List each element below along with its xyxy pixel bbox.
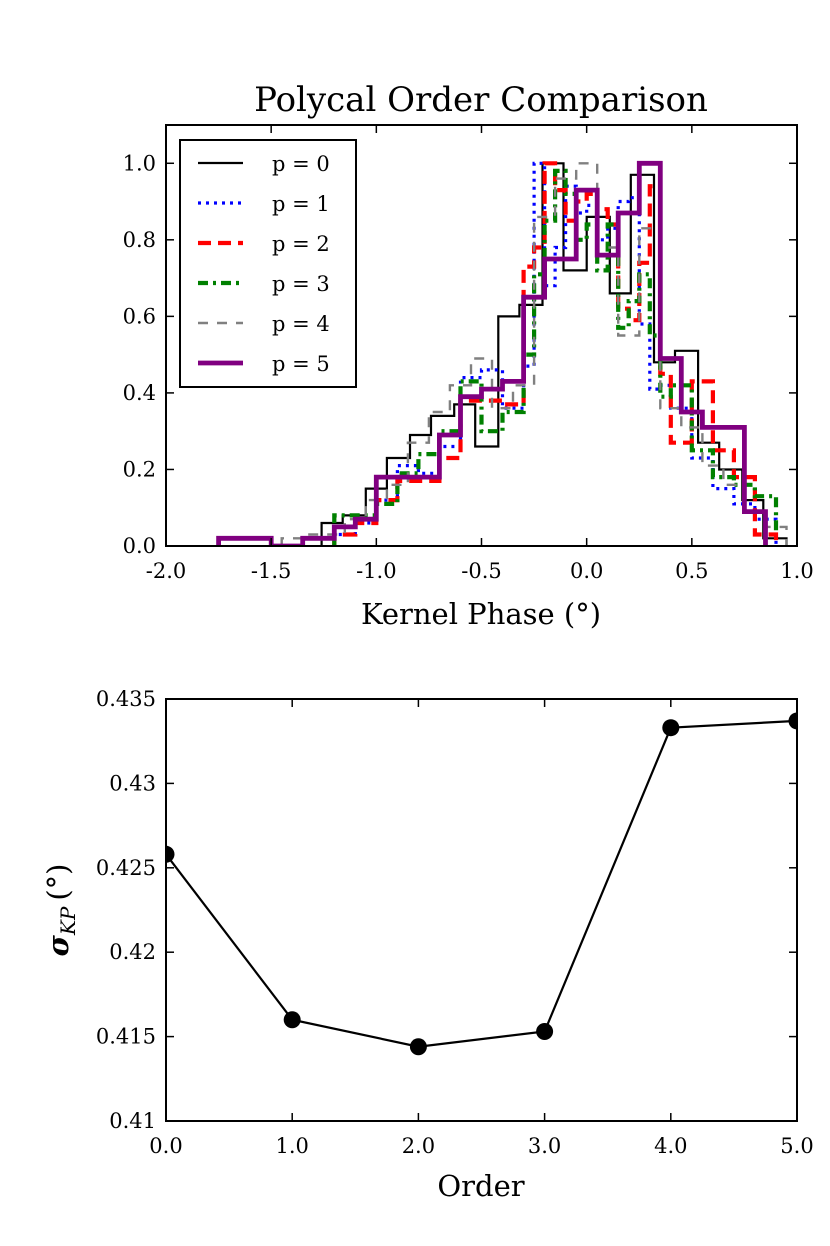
line-series-0	[166, 719, 797, 1048]
data-point	[788, 712, 797, 730]
bottom-x-tick-label: 0.0	[149, 1134, 182, 1158]
top-x-tick-label: -0.5	[461, 559, 502, 583]
bottom-y-tick-label: 0.43	[109, 771, 156, 795]
top-x-axis-label: Kernel Phase (°)	[361, 597, 601, 631]
data-point	[166, 845, 175, 863]
top-y-tick-label: 0.0	[123, 534, 156, 558]
top-y-tick-label: 0.2	[123, 457, 156, 481]
data-point	[662, 719, 680, 737]
top-x-tick-label: -1.5	[251, 559, 292, 583]
bottom-y-axis-label: σKP(°)	[41, 864, 80, 957]
bottom-axes-frame	[165, 698, 798, 1122]
legend: p = 0 p = 1 p = 2 p = 3 p = 4 p = 5	[179, 139, 357, 388]
bottom-y-tick-label: 0.415	[96, 1025, 156, 1049]
top-x-tick-label: -1.0	[356, 559, 397, 583]
bottom-x-axis-label: Order	[437, 1169, 524, 1203]
top-y-tick-label: 1.0	[123, 151, 156, 175]
legend-label: p = 4	[272, 312, 330, 336]
top-axis-ticks: -2.0 -1.5 -1.0 -0.5 0.0 0.5 1.0 0.0 0.2 0.4 0.6 0.8…	[123, 125, 814, 583]
top-x-tick-label: 1.0	[780, 559, 813, 583]
line-series-group	[166, 712, 797, 1056]
top-axes-frame	[165, 124, 798, 547]
legend-box	[179, 139, 357, 388]
legend-label: p = 5	[272, 352, 330, 376]
bottom-y-tick-label: 0.435	[96, 687, 156, 711]
histogram-series-group	[216, 160, 788, 546]
histogram-series-2	[332, 161, 779, 546]
bottom-x-tick-label: 2.0	[402, 1134, 435, 1158]
data-point	[409, 1038, 427, 1056]
legend-label: p = 0	[272, 152, 330, 176]
top-y-tick-label: 0.8	[123, 228, 156, 252]
bottom-axis-ticks: 0.0 1.0 2.0 3.0 4.0 5.0 0.41 0.415 0.42 0.425 0.43…	[96, 687, 814, 1158]
bottom-y-tick-label: 0.425	[96, 856, 156, 880]
histogram-series-3	[332, 168, 779, 546]
data-point	[283, 1011, 301, 1029]
bottom-x-tick-label: 4.0	[654, 1134, 687, 1158]
histogram-series-5	[216, 160, 768, 546]
top-y-tick-label: 0.6	[123, 304, 156, 328]
bottom-y-tick-label: 0.41	[109, 1109, 156, 1133]
bottom-x-tick-label: 1.0	[275, 1134, 308, 1158]
legend-label: p = 2	[272, 232, 330, 256]
legend-label: p = 1	[272, 192, 330, 216]
bottom-x-tick-label: 5.0	[780, 1134, 813, 1158]
legend-label: p = 3	[272, 272, 330, 296]
line-panel: 0.0 1.0 2.0 3.0 4.0 5.0 0.41 0.415 0.42 0.425 0.43…	[41, 687, 814, 1203]
top-x-tick-label: -2.0	[146, 559, 187, 583]
data-point	[536, 1023, 554, 1041]
bottom-y-tick-label: 0.42	[109, 940, 156, 964]
histogram-panel: Polycal Order Comparison -2.0 -1.5 -1.0 -0.…	[123, 80, 814, 631]
top-x-tick-label: 0.5	[675, 559, 708, 583]
bottom-x-tick-label: 3.0	[528, 1134, 561, 1158]
chart-title: Polycal Order Comparison	[254, 80, 708, 120]
top-x-tick-label: 0.0	[570, 559, 603, 583]
top-y-tick-label: 0.4	[123, 381, 156, 405]
